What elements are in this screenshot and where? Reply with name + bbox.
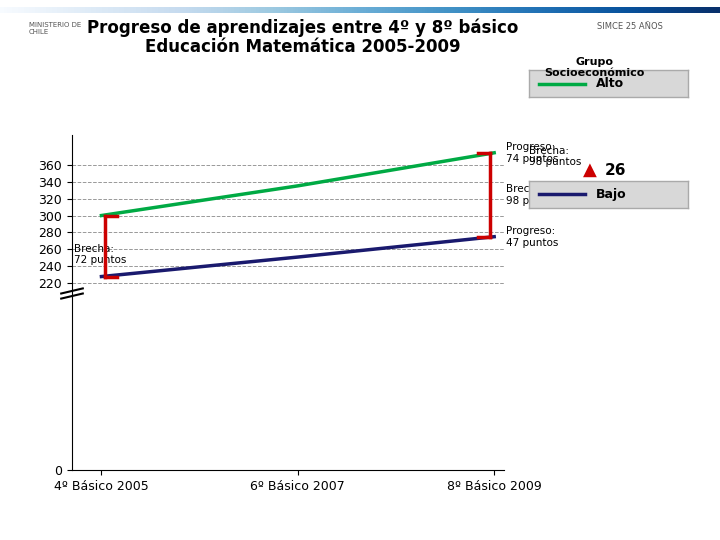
Text: Progreso de aprendizajes entre 4º y 8º básico: Progreso de aprendizajes entre 4º y 8º b… — [86, 19, 518, 37]
Text: Brecha:
72 puntos: Brecha: 72 puntos — [74, 244, 126, 265]
Text: Bajo: Bajo — [595, 188, 626, 201]
Text: Brecha:
98 puntos: Brecha: 98 puntos — [529, 146, 582, 167]
Text: Brecha:
98 puntos: Brecha: 98 puntos — [506, 184, 558, 206]
Text: Alto: Alto — [595, 77, 624, 90]
Text: Progreso:
74 puntos: Progreso: 74 puntos — [506, 142, 558, 164]
Text: Progreso:
47 puntos: Progreso: 47 puntos — [506, 226, 558, 247]
Text: MINISTERIO DE
CHILE: MINISTERIO DE CHILE — [29, 22, 81, 35]
Text: SIMCE 25 AÑOS: SIMCE 25 AÑOS — [597, 22, 662, 31]
Text: Grupo
Socioeconómico: Grupo Socioeconómico — [544, 57, 644, 78]
Text: 26: 26 — [605, 163, 626, 178]
Text: ▲: ▲ — [583, 161, 597, 179]
Text: Educación Matemática 2005-2009: Educación Matemática 2005-2009 — [145, 38, 460, 56]
